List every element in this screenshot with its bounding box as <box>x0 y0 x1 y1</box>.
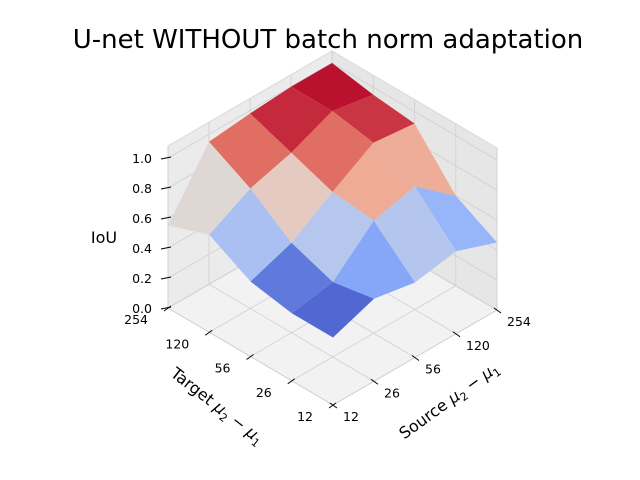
source-tick-mark <box>329 402 338 409</box>
source-tick-label: 56 <box>425 362 441 377</box>
grid-line <box>167 62 333 159</box>
target-tick-mark <box>163 305 172 312</box>
z-tick-label: 0.0 <box>132 301 152 316</box>
target-tick-mark <box>246 354 254 360</box>
target-tick-mark <box>287 378 296 385</box>
surface-face <box>168 141 251 235</box>
surface-face <box>373 186 456 283</box>
z-tick-mark <box>160 216 172 220</box>
z-tick-mark <box>160 156 172 160</box>
source-tick-mark <box>452 331 461 338</box>
z-tick-mark <box>160 276 172 280</box>
axis-ticks: 0.0 0.2 0.4 0.6 0.8 1.0 12 26 56 120 254 12 26 56 120 2… <box>124 151 531 424</box>
surface-face <box>332 94 415 143</box>
z-tick-label: 0.4 <box>132 241 152 256</box>
source-axis-label: Source μ2 − μ1 <box>395 358 503 445</box>
source-tick-label: 12 <box>343 409 359 424</box>
surface-face <box>291 192 374 282</box>
target-tick-mark <box>204 329 213 336</box>
z-tick-label: 0.6 <box>132 211 152 226</box>
z-tick-label: 0.2 <box>132 271 152 286</box>
chart-title: U-net WITHOUT batch norm adaptation <box>73 25 583 55</box>
source-tick-label: 26 <box>384 385 400 400</box>
source-tick-mark <box>370 378 379 385</box>
surface-face <box>250 86 333 153</box>
z-tick-mark <box>160 186 172 190</box>
surface-face <box>250 242 333 314</box>
target-tick-label: 254 <box>124 312 148 327</box>
target-tick-label: 12 <box>297 409 313 424</box>
source-tick-mark <box>411 355 420 361</box>
surface-face <box>209 188 292 282</box>
surface-mesh <box>168 63 497 338</box>
target-tick-mark <box>328 402 337 409</box>
surface-face <box>291 111 374 192</box>
source-tick-label: 254 <box>507 314 531 329</box>
surface-face <box>209 113 292 189</box>
target-tick-label: 120 <box>165 336 189 351</box>
surface-face <box>332 220 415 299</box>
surface-face <box>291 63 374 111</box>
surface-face <box>332 142 415 221</box>
z-tick-mark <box>160 246 172 250</box>
target-axis-label: Target μ2 − μ1 <box>165 363 268 450</box>
grid-line <box>331 62 498 161</box>
target-tick-label: 26 <box>256 385 272 400</box>
target-tick-label: 56 <box>215 361 231 376</box>
surface-face <box>373 123 456 196</box>
surface-face <box>291 282 374 338</box>
source-tick-label: 120 <box>466 338 490 353</box>
z-tick-label: 1.0 <box>132 151 152 166</box>
source-tick-mark <box>493 307 502 314</box>
z-axis-label: IoU <box>91 228 117 247</box>
z-tick-label: 0.8 <box>132 181 152 196</box>
surface-face <box>250 152 333 243</box>
surface-face <box>414 186 497 252</box>
